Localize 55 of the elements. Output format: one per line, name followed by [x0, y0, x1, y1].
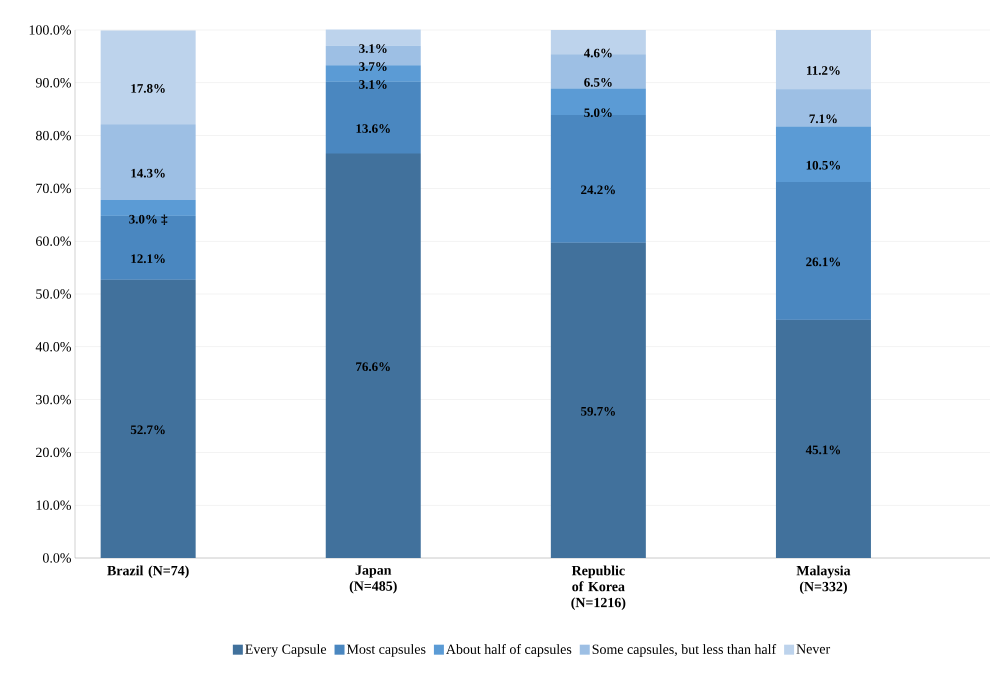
y-tick-label: 10.0%	[36, 500, 71, 510]
bar	[776, 89, 871, 127]
legend-label: Never	[796, 644, 830, 654]
data-label: 26.1%	[806, 257, 840, 266]
bar	[776, 320, 871, 558]
data-label: 11.2%	[807, 66, 840, 75]
data-label: 3.7%	[359, 62, 387, 71]
x-tick-label: Brazil (N=74)	[107, 566, 189, 578]
x-tick-label: Malaysia (N=332)	[796, 566, 850, 594]
bar	[100, 124, 196, 200]
data-label: 14.3%	[131, 168, 165, 178]
data-label: 10.5%	[806, 160, 840, 170]
legend-label: Every Capsule	[245, 644, 326, 657]
bar	[100, 200, 196, 216]
data-label: 52.7%	[130, 425, 165, 434]
data-label: 76.6%	[356, 362, 390, 372]
data-label: 3.1%	[359, 80, 387, 89]
data-label: 6.5%	[584, 78, 612, 87]
data-label: 17.8%	[131, 84, 165, 93]
y-tick-label: 0.0%	[42, 553, 71, 563]
bar	[776, 30, 871, 90]
data-label: 12.1%	[131, 254, 165, 264]
data-label: 13.6%	[356, 124, 390, 133]
y-tick-label: 40.0%	[36, 342, 71, 352]
bar	[100, 280, 196, 558]
data-label: 59.7%	[581, 406, 615, 416]
data-label: 4.6%	[584, 48, 612, 58]
y-tick-label: 60.0%	[36, 236, 71, 246]
data-label: 7.1%	[810, 114, 837, 124]
bar	[776, 126, 871, 182]
data-label: 24.2%	[581, 185, 615, 194]
x-tick-label: Republic of Korea (N=1216)	[571, 566, 626, 610]
y-tick-label: 100.0%	[30, 25, 71, 35]
bar	[776, 182, 871, 320]
bar	[550, 242, 646, 558]
data-label: 45.1%	[806, 445, 840, 454]
data-label: 3.0% ‡	[129, 214, 168, 225]
legend-label: Some capsules, but less than half	[592, 644, 776, 657]
y-tick-label: 70.0%	[36, 184, 71, 194]
x-tick-label: Japan (N=485)	[350, 566, 397, 594]
bar	[326, 82, 421, 154]
legend-label: Most capsules	[346, 644, 426, 657]
data-label: 3.1%	[359, 44, 387, 53]
y-tick-label: 80.0%	[36, 130, 71, 140]
data-label: 5.0%	[584, 108, 612, 118]
bar	[100, 216, 196, 280]
bar	[326, 154, 421, 558]
bar	[550, 88, 646, 116]
legend-label: About half of capsules	[446, 644, 572, 657]
y-tick-label: 50.0%	[36, 289, 71, 299]
bar	[100, 30, 196, 125]
y-tick-label: 90.0%	[36, 78, 71, 88]
y-tick-label: 20.0%	[36, 448, 71, 458]
bar	[326, 29, 421, 46]
y-tick-label: 30.0%	[36, 394, 71, 404]
